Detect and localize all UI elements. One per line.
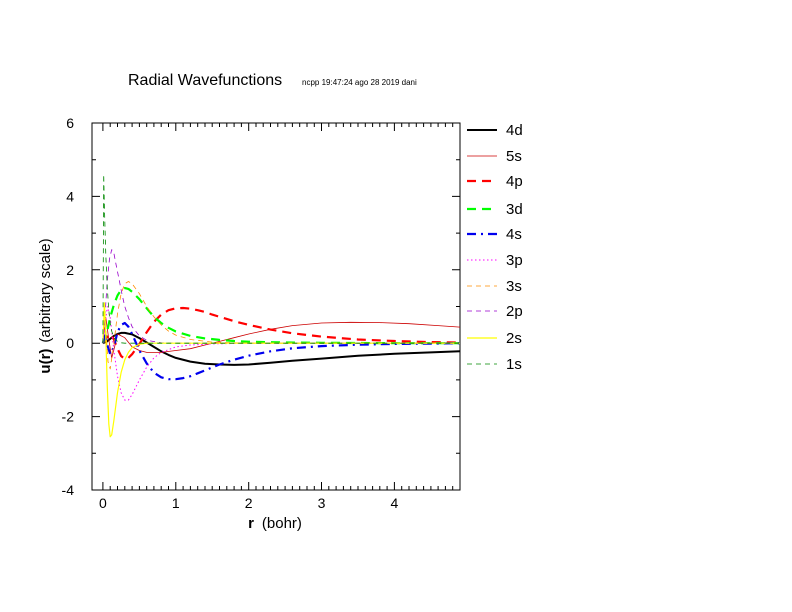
y-axis-label: u(r) (arbitrary scale) xyxy=(37,238,54,373)
x-tick-label: 4 xyxy=(391,495,399,511)
series-line-4d xyxy=(102,331,461,366)
series-lines xyxy=(101,173,461,438)
series-line-2s xyxy=(102,302,460,438)
y-tick-label: 4 xyxy=(66,188,74,204)
y-tick-label: -4 xyxy=(62,482,75,498)
legend-label-4s: 4s xyxy=(506,226,522,243)
x-axis-label-bold: r xyxy=(248,515,254,532)
y-tick-label: -2 xyxy=(62,409,75,425)
x-tick-label: 3 xyxy=(318,495,326,511)
y-tick-label: 0 xyxy=(66,335,74,351)
y-tick-label: 2 xyxy=(66,262,74,278)
x-tick-label: 1 xyxy=(172,495,180,511)
series-line-2p xyxy=(102,249,460,344)
legend-label-2s: 2s xyxy=(506,330,522,347)
series-line-3s xyxy=(102,281,460,370)
legend-label-3p: 3p xyxy=(506,252,523,269)
x-axis-label-unit: (bohr) xyxy=(262,515,302,532)
y-tick-label: 6 xyxy=(66,115,74,131)
y-axis-label-bold: u(r) xyxy=(37,349,54,374)
axis-ticks xyxy=(92,122,461,491)
series-line-5s xyxy=(102,317,461,359)
series-line-3d xyxy=(101,287,460,345)
legend: 4d 5s 4p 3d 4s 3p 3s 2p 2s 1s xyxy=(467,122,523,373)
legend-label-5s: 5s xyxy=(506,148,522,165)
chart-stamp: ncpp 19:47:24 ago 28 2019 dani xyxy=(302,78,417,87)
legend-label-3s: 3s xyxy=(506,278,522,295)
series-line-4p xyxy=(101,306,461,361)
series-line-4s xyxy=(101,321,461,381)
x-tick-label: 2 xyxy=(245,495,253,511)
legend-label-4d: 4d xyxy=(506,122,523,139)
chart-title: Radial Wavefunctions xyxy=(128,72,282,89)
x-axis-label: r (bohr) xyxy=(248,515,302,532)
legend-label-3d: 3d xyxy=(506,201,523,218)
legend-label-1s: 1s xyxy=(506,356,522,373)
axis-tick-labels: 0 1 2 3 4 -4 -2 0 2 4 6 xyxy=(62,115,399,511)
legend-label-2p: 2p xyxy=(506,303,523,320)
x-tick-label: 0 xyxy=(99,495,107,511)
y-axis-label-scale: (arbitrary scale) xyxy=(37,238,54,342)
tick-marks xyxy=(92,122,461,491)
plot-frame xyxy=(91,122,461,491)
legend-label-4p: 4p xyxy=(506,173,523,190)
